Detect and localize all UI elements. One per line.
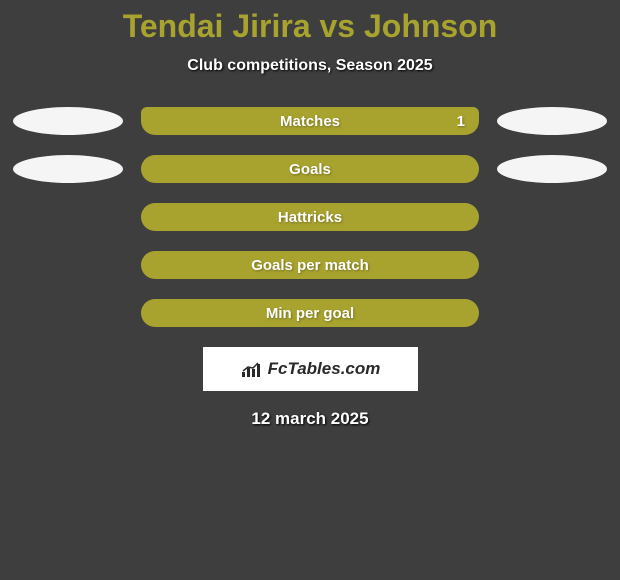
page-title: Tendai Jirira vs Johnson [0, 8, 620, 45]
stat-bar: Goals per match [141, 251, 479, 279]
ellipse-spacer [497, 251, 607, 279]
ellipse-spacer [13, 203, 123, 231]
ellipse-spacer [13, 299, 123, 327]
stat-label: Hattricks [278, 209, 342, 226]
stat-row-goals-per-match: Goals per match [0, 251, 620, 279]
stat-row-hattricks: Hattricks [0, 203, 620, 231]
comparison-infographic: Tendai Jirira vs Johnson Club competitio… [0, 0, 620, 429]
ellipse-spacer [497, 203, 607, 231]
attribution-badge: FcTables.com [203, 347, 418, 391]
right-value-ellipse [497, 107, 607, 135]
stat-label: Min per goal [266, 305, 354, 322]
left-value-ellipse [13, 155, 123, 183]
stat-row-goals: Goals [0, 155, 620, 183]
stat-bar: Matches 1 [141, 107, 479, 135]
left-value-ellipse [13, 107, 123, 135]
subtitle: Club competitions, Season 2025 [0, 57, 620, 75]
stat-bar: Goals [141, 155, 479, 183]
ellipse-spacer [13, 251, 123, 279]
attribution-text: FcTables.com [268, 359, 381, 379]
stat-row-matches: Matches 1 [0, 107, 620, 135]
stat-label: Goals [289, 161, 331, 178]
stat-bar: Min per goal [141, 299, 479, 327]
right-value-ellipse [497, 155, 607, 183]
stat-bar: Hattricks [141, 203, 479, 231]
chart-icon [240, 360, 262, 378]
date-label: 12 march 2025 [0, 409, 620, 429]
stat-value-right: 1 [457, 113, 465, 130]
stat-label: Goals per match [251, 257, 369, 274]
ellipse-spacer [497, 299, 607, 327]
stat-row-min-per-goal: Min per goal [0, 299, 620, 327]
stat-label: Matches [280, 113, 340, 130]
